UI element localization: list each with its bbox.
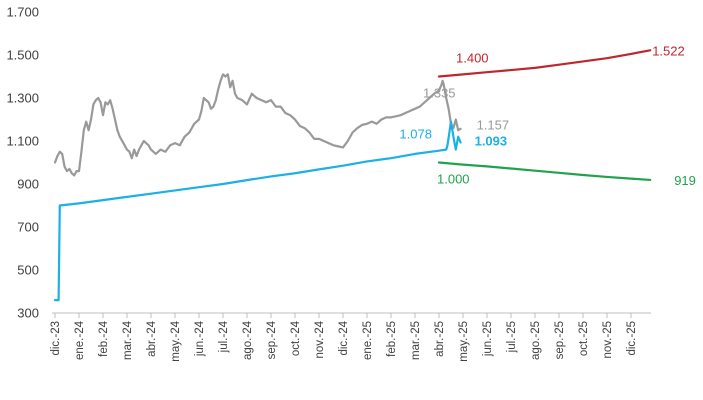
x-tick-label: feb.-25 <box>386 321 398 357</box>
x-tick-label: nov.-24 <box>314 320 326 358</box>
data-label: 1.093 <box>475 134 508 149</box>
y-tick-label: 1.100 <box>6 134 39 149</box>
data-label: 919 <box>674 173 696 188</box>
data-label: 1.078 <box>399 127 432 142</box>
x-tick-label: mar.-24 <box>122 320 134 360</box>
x-tick-label: feb.-24 <box>98 320 110 356</box>
x-tick-label: dic.-24 <box>338 320 350 355</box>
x-tick-label: ene.-25 <box>362 321 374 360</box>
y-tick-label: 1.300 <box>6 91 39 106</box>
x-tick-label: dic.-23 <box>50 321 62 356</box>
x-tick-label: nov.-25 <box>602 321 614 359</box>
x-tick-label: ene.-24 <box>74 320 86 360</box>
data-label: 1.522 <box>652 43 685 58</box>
x-tick-label: sep.-25 <box>554 321 566 359</box>
x-tick-label: jul.-25 <box>506 321 518 353</box>
x-tick-label: may.-24 <box>170 320 182 361</box>
x-tick-label: jul.-24 <box>218 320 230 353</box>
x-axis: dic.-23 ene.-24 feb.-24 mar.-24 abr.-24 may.-… <box>50 312 651 362</box>
x-tick-label: oct.-25 <box>578 321 590 356</box>
y-axis: 300 500 700 900 1.100 1.300 1.500 1.700 <box>6 5 39 321</box>
data-label: 1.400 <box>456 51 489 66</box>
x-tick-label: may.-25 <box>458 321 470 362</box>
x-tick-label: abr.-25 <box>434 321 446 357</box>
x-tick-label: jun.-25 <box>482 321 494 357</box>
y-tick-label: 300 <box>17 306 39 321</box>
data-label: 1.157 <box>477 118 510 133</box>
x-tick-label: abr.-24 <box>146 320 158 356</box>
x-tick-label: mar.-25 <box>410 321 422 360</box>
y-tick-label: 900 <box>17 177 39 192</box>
x-tick-label: ago.-24 <box>242 320 254 360</box>
series-line-0 <box>53 73 462 177</box>
series-line-3 <box>437 161 652 182</box>
y-tick-label: 700 <box>17 220 39 235</box>
x-tick-label: sep.-24 <box>266 320 278 359</box>
x-tick-label: dic.-25 <box>626 321 638 356</box>
y-tick-label: 1.500 <box>6 48 39 63</box>
series-line-1 <box>53 120 462 302</box>
y-tick-label: 1.700 <box>6 5 39 20</box>
x-tick-label: oct.-24 <box>290 320 302 356</box>
series-line-2 <box>437 49 652 78</box>
x-tick-label: jun.-24 <box>194 320 206 357</box>
series-layer <box>53 49 652 302</box>
data-label: 1.000 <box>437 172 470 187</box>
data-label: 1.335 <box>423 85 456 100</box>
y-tick-label: 500 <box>17 263 39 278</box>
x-tick-label: ago.-25 <box>530 321 542 360</box>
